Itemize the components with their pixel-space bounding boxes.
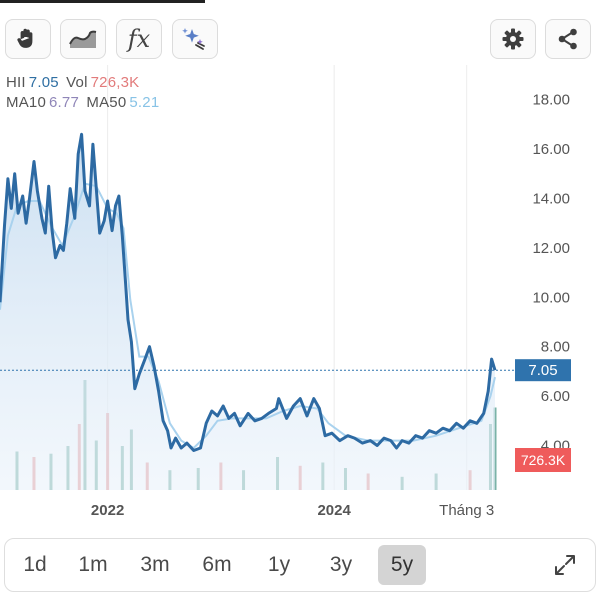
volume-bar xyxy=(493,407,497,490)
x-tick-label-2: Tháng 3 xyxy=(439,502,494,519)
range-button-3y[interactable]: 3y xyxy=(329,553,353,576)
price-value: 7.05 xyxy=(28,74,59,91)
settings-button[interactable] xyxy=(490,19,536,59)
range-button-3m[interactable]: 3m xyxy=(140,553,170,576)
ma10-value: 6.77 xyxy=(49,94,79,111)
y-tick-label-4: 10.00 xyxy=(532,289,570,306)
price-chart[interactable]: 18.0016.0014.0012.0010.008.006.004.00202… xyxy=(0,0,600,530)
ma10-label: MA10 xyxy=(6,94,46,111)
price-badge xyxy=(515,359,571,382)
sparkle-icon xyxy=(182,28,205,50)
symbol-label: HII xyxy=(6,74,26,91)
volume-badge xyxy=(515,448,571,472)
range-button-1y[interactable]: 1y xyxy=(267,553,291,576)
share-icon xyxy=(558,28,577,50)
price-line xyxy=(0,132,497,452)
expand-icon[interactable] xyxy=(553,553,577,577)
ai-tools-button[interactable] xyxy=(172,19,218,59)
hand-icon xyxy=(17,28,33,48)
x-tick-label-1: 2024 xyxy=(317,502,351,519)
top-edge-line xyxy=(0,0,205,3)
range-button-1m[interactable]: 1m xyxy=(78,553,108,576)
ma50-label: MA50 xyxy=(86,94,127,111)
y-tick-label-0: 18.00 xyxy=(532,92,570,109)
function-icon: fx xyxy=(127,25,151,53)
price-legend: HII 7.05 Vol 726,3K xyxy=(6,74,142,91)
area-chart-button[interactable] xyxy=(60,19,106,59)
function-button[interactable]: fx xyxy=(116,19,162,59)
ma50-value: 5.21 xyxy=(129,94,160,111)
price-badge-label: 7.05 xyxy=(528,362,557,379)
area-line-icon xyxy=(69,30,97,48)
y-tick-label-1: 16.00 xyxy=(532,141,570,158)
price-area xyxy=(0,134,495,491)
range-button-6m[interactable]: 6m xyxy=(202,553,232,576)
range-button-1d[interactable]: 1d xyxy=(23,553,47,576)
range-selector: 1d 1m 3m 6m 1y 3y 5y xyxy=(4,538,596,592)
vol-label: Vol xyxy=(66,74,88,91)
vol-value: 726,3K xyxy=(90,74,140,91)
ma-legend: MA10 6.77 MA50 5.21 xyxy=(6,94,162,111)
share-button[interactable] xyxy=(545,19,591,59)
hand-tool-button[interactable] xyxy=(5,19,51,59)
gear-icon xyxy=(502,28,524,50)
y-tick-label-3: 12.00 xyxy=(532,240,570,257)
x-tick-label-0: 2022 xyxy=(91,502,124,519)
range-button-5y[interactable]: 5y xyxy=(378,545,426,585)
y-tick-label-2: 14.00 xyxy=(532,191,570,208)
volume-badge-label: 726.3K xyxy=(521,452,566,468)
y-tick-label-5: 8.00 xyxy=(541,339,570,356)
y-tick-label-6: 6.00 xyxy=(541,388,570,405)
